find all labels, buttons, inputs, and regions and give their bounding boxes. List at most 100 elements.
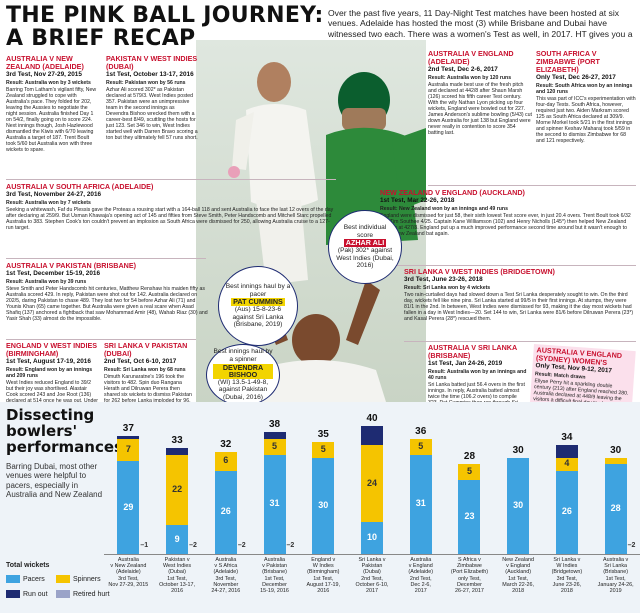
match-date: 3rd Test, June 23-26, 2018: [404, 276, 483, 283]
x-axis-label-line: (Bridgetown): [551, 569, 583, 576]
x-axis-label-line: Australia: [410, 557, 432, 563]
x-axis-label-line: 3rd Test,: [215, 575, 237, 582]
bar-value-label: 29: [123, 501, 134, 512]
x-axis-label-line: v England: [506, 563, 531, 570]
bar-value-label: 5: [418, 440, 424, 451]
bar-segment-spinners: [555, 458, 578, 471]
x-axis-label-line: (Port Elizabeth): [450, 569, 489, 576]
bar-value-label: 23: [464, 511, 475, 522]
x-axis-label-line: March 22-26,: [502, 581, 535, 588]
divider: [428, 185, 636, 186]
bar-segment-pacers: [117, 461, 140, 554]
bar-segment-run-out: [166, 448, 189, 455]
x-axis-label-line: 2016: [171, 588, 184, 595]
x-axis-label-line: 1st Test,: [167, 575, 188, 582]
bar-segment-pacers: [312, 458, 335, 554]
match-date: Only Test, Dec 26-27, 2017: [536, 74, 616, 81]
x-axis-label-line: 2017: [414, 588, 427, 595]
match-summary: Sri Lanka batted just 56.4 overs in the …: [428, 381, 525, 404]
bar-segment-pacers: [361, 522, 383, 554]
callout-player-name: AZHAR ALI: [343, 238, 387, 248]
x-axis-label-line: October 13-17,: [159, 581, 196, 588]
x-axis-label-line: 2018: [560, 588, 573, 595]
match-date: 1st Test, October 13-17, 2016: [106, 71, 194, 78]
title-line-2: A BRIEF RECAP: [6, 26, 196, 51]
x-axis-label-line: 15-19, 2016: [260, 588, 289, 595]
x-axis-label-line: 2018: [512, 588, 525, 595]
x-axis-label-line: 2016: [317, 588, 330, 595]
match-date: 2nd Test, Oct 6-10, 2017: [104, 358, 177, 365]
x-axis-label-line: 2019: [609, 588, 622, 595]
callout-player-name: PAT CUMMINS: [231, 297, 285, 307]
match-summary: Dimuth Karunaratne's 196 took the visito…: [104, 373, 192, 404]
match-summary: Steve Smith and Peter Handscomb hit cent…: [6, 285, 208, 322]
x-axis-label-line: 26-27, 2017: [455, 588, 484, 595]
bar-value-label: 5: [466, 466, 472, 477]
bar-value-label: 26: [220, 506, 231, 517]
divider: [404, 341, 636, 342]
bar-side-label: –1: [140, 542, 149, 549]
bar-segment-run-out: [263, 432, 286, 439]
bar-total-label: 32: [220, 438, 232, 450]
bar-segment-run-out: [361, 426, 383, 446]
bar-value-label: 22: [172, 484, 183, 494]
x-axis-label-line: (Auckland): [505, 569, 532, 576]
x-axis-label: S Africa v Zimbabwe (Port Elizabeth) only T…: [446, 557, 493, 594]
legend-label-spinners: Spinners: [73, 575, 101, 583]
match-card-sl-pak-2017: SRI LANKA V PAKISTAN (Dubai) 2nd Test, O…: [104, 342, 196, 404]
match-heading: ENGLAND V WEST INDIES (Birmingham): [6, 342, 98, 358]
legend-swatch-runout: [6, 590, 20, 598]
match-result: Result: Pakistan won by 56 runs: [106, 79, 186, 86]
bar-segment-spinners: [604, 458, 627, 465]
bar-value-label: 26: [561, 506, 572, 517]
match-date: 2nd Test, Dec 2-6, 2017: [428, 66, 498, 73]
x-axis-label-line: August 17-19,: [306, 581, 341, 588]
x-axis-label-line: Dec 2-6,: [410, 581, 431, 588]
legend-label-pacers: Pacers: [23, 575, 45, 583]
stacked-bar-chart: 29 7 37 –1 Australia v New Zealand (Adelaide) 3…: [104, 404, 640, 613]
match-heading: SRI LANKA V WEST INDIES (Bridgetown): [404, 268, 555, 276]
bar-total-label: 30: [610, 445, 622, 456]
legend-swatch-spinners: [56, 575, 70, 583]
bar-segment-pacers: [507, 458, 530, 554]
x-axis-label-line: Sri Lanka: [604, 563, 628, 570]
match-summary: This was part of ICC's experimentation w…: [536, 95, 636, 144]
bar-segment-pacers: [458, 480, 481, 554]
callout-line-2: (Aus) 15-8-23-6 against Sri Lanka (Brisb…: [232, 306, 284, 329]
divider: [6, 258, 206, 259]
match-summary: West Indies reduced England to 39/2 but …: [6, 379, 98, 404]
bar-total-label: 40: [366, 413, 378, 424]
match-date: 1st Test, December 15-19, 2016: [6, 270, 101, 277]
bar-segment-spinners: [409, 438, 432, 455]
x-axis-label-line: 2nd Test,: [409, 575, 432, 582]
bar-total-label: 34: [561, 432, 573, 444]
match-summary: Australia made best use of the fresh pit…: [428, 81, 532, 136]
x-axis-label-line: only Test,: [458, 575, 481, 582]
bar-total-label: 28: [463, 451, 476, 463]
x-axis-label-line: November: [213, 581, 239, 588]
x-axis-label-line: v Pakistan: [262, 563, 287, 570]
legend-swatch-retired: [56, 590, 70, 598]
match-date: 1st Test, Jan 24-26, 2019: [428, 360, 503, 367]
bar-segment-spinners: [214, 451, 237, 471]
bar-value-label: 9: [174, 533, 180, 544]
match-card-sl-wi-2018: SRI LANKA V WEST INDIES (Bridgetown) 3rd…: [404, 268, 636, 338]
x-axis-label-line: Sri Lanka v: [358, 557, 386, 563]
x-axis-label: Australia v S Africa (Adelaide) 3rd Test, No…: [202, 557, 249, 594]
divider: [380, 265, 636, 266]
bar-segment-spinners: [458, 464, 481, 481]
x-axis-label-line: v S Africa: [214, 563, 238, 570]
match-card-nz-eng-2018: NEW ZEALAND V ENGLAND (Auckland) 1st Tes…: [380, 189, 636, 261]
match-summary: Seeking a whitewash, Faf du Plessis gave…: [6, 206, 334, 231]
callout-pat-cummins: Best innings haul by a pacer PAT CUMMINS…: [218, 266, 298, 346]
legend-runout: Run out: [6, 590, 48, 598]
bar-value-label: 10: [366, 532, 377, 542]
x-axis-label-line: Pakistan: [361, 563, 383, 570]
x-axis-label-line: England v: [311, 557, 336, 563]
x-axis-label-line: December: [262, 581, 287, 588]
bar-value-label: 31: [415, 498, 426, 509]
match-result: Result: Australia won by 7 wickets: [6, 199, 91, 206]
bar-segment-pacers: [166, 525, 189, 554]
callout-azhar-ali: Best individual score AZHAR ALI (Pak) 30…: [328, 210, 402, 284]
